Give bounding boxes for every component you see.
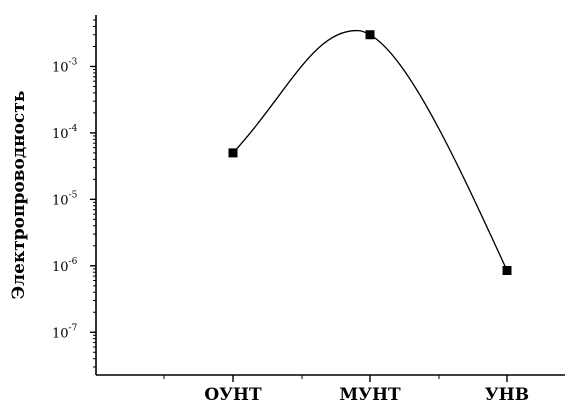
x-tick-label: УНВ (485, 385, 529, 405)
x-tick-label: МУНТ (339, 385, 401, 405)
y-tick-exponent: -3 (69, 57, 78, 67)
y-ticks: 10-710-610-510-410-3 (52, 19, 96, 368)
data-point-marker (502, 265, 512, 275)
y-tick-mantissa: 10 (52, 193, 69, 208)
y-tick-mantissa: 10 (52, 260, 69, 275)
y-axis-title: Электропроводность (9, 91, 29, 300)
data-point-marker (228, 148, 238, 158)
data-point-marker (365, 30, 375, 40)
y-tick-exponent: -7 (69, 323, 78, 333)
axes (95, 15, 565, 376)
x-ticks: ОУНТ МУНТ УНВ (163, 375, 529, 405)
y-tick-label: 10-3 (52, 57, 78, 75)
y-tick-exponent: -4 (69, 124, 78, 134)
y-tick-label: 10-5 (52, 190, 78, 208)
y-tick-mantissa: 10 (52, 326, 69, 341)
y-tick-label: 10-7 (52, 323, 78, 341)
y-tick-label: 10-4 (52, 124, 78, 142)
y-tick-exponent: -5 (69, 190, 78, 200)
y-tick-mantissa: 10 (52, 60, 69, 75)
y-tick-label: 10-6 (52, 257, 78, 275)
series-markers (228, 30, 512, 275)
y-tick-exponent: -6 (69, 257, 78, 267)
series-curve (232, 30, 508, 271)
y-tick-mantissa: 10 (52, 127, 69, 142)
x-tick-label: ОУНТ (204, 385, 262, 405)
